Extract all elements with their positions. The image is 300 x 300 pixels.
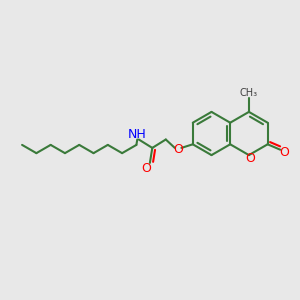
Text: CH₃: CH₃ xyxy=(240,88,258,98)
Text: O: O xyxy=(279,146,289,159)
Text: O: O xyxy=(141,162,151,176)
Text: NH: NH xyxy=(128,128,147,141)
Text: O: O xyxy=(173,142,183,156)
Text: O: O xyxy=(245,152,255,165)
